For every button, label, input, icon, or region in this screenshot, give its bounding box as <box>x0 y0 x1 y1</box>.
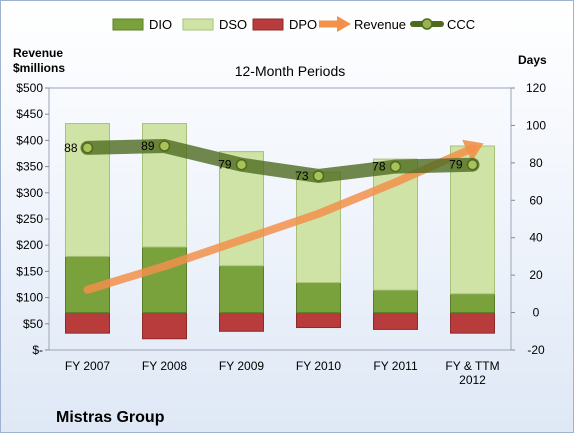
legend-item-revenue: Revenue <box>319 16 406 32</box>
chart-title: 12-Month Periods <box>235 63 346 79</box>
bar-dso <box>296 171 341 284</box>
left-tick-label: $50 <box>23 317 43 331</box>
right-tick-label: 60 <box>529 193 543 207</box>
left-tick-label: $400 <box>16 133 43 147</box>
category-axis: FY 2007 FY 2008 FY 2009 FY 2010 FY 2011 FY & … <box>65 359 500 387</box>
ccc-marker <box>312 170 325 182</box>
company-name: Mistras Group <box>56 409 165 426</box>
ccc-marker <box>81 142 94 154</box>
right-axis-title: Days <box>518 53 547 67</box>
legend-label-revenue: Revenue <box>354 17 406 32</box>
ccc-data-label: 79 <box>449 158 463 172</box>
left-axis-title-line2: $millions <box>13 61 65 75</box>
ccc-line <box>80 139 480 183</box>
legend-item-dpo: DPO <box>252 17 317 32</box>
ccc-marker <box>158 140 171 152</box>
right-axis: -20 0 20 40 60 80 100 120 <box>511 81 546 357</box>
ccc-series: 88 89 79 73 78 79 <box>64 139 480 183</box>
legend-swatch-dpo <box>252 18 284 31</box>
legend: DIO DSO DPO Revenue CCC <box>112 16 475 32</box>
category-label: FY 2008 <box>142 359 187 373</box>
ccc-marker <box>389 160 402 173</box>
left-tick-label: $250 <box>16 212 43 226</box>
left-axis-title-line1: Revenue <box>13 46 63 60</box>
legend-label-ccc: CCC <box>447 17 475 32</box>
ccc-marker <box>235 158 248 171</box>
legend-swatch-dso <box>182 18 214 31</box>
legend-marker-ccc <box>421 18 433 30</box>
bar-dpo <box>450 312 495 334</box>
category-label: FY & TTM <box>445 359 499 373</box>
ccc-data-label: 78 <box>372 160 386 174</box>
right-tick-label: 0 <box>533 306 540 320</box>
right-tick-label: 20 <box>529 268 543 282</box>
revenue-line <box>83 144 477 294</box>
ccc-marker <box>466 158 479 171</box>
legend-item-dio: DIO <box>112 17 172 32</box>
bar-dio <box>373 289 418 314</box>
ccc-data-label: 79 <box>218 158 232 172</box>
ccc-data-label: 73 <box>295 169 309 183</box>
right-tick-label: -20 <box>527 343 545 357</box>
legend-arrowhead-revenue <box>337 16 351 32</box>
legend-label-dpo: DPO <box>289 17 317 32</box>
bar-dpo <box>142 312 187 340</box>
ccc-data-label: 88 <box>64 141 78 155</box>
bar-dio <box>450 293 495 314</box>
bar-series <box>65 123 495 340</box>
legend-label-dso: DSO <box>219 17 247 32</box>
right-tick-label: 100 <box>526 118 546 132</box>
bar-dpo <box>373 312 418 330</box>
left-axis: $- $50 $100 $150 $200 $250 $300 $350 $400 $450 $50… <box>16 81 49 357</box>
left-tick-label: $300 <box>16 186 43 200</box>
right-tick-label: 40 <box>529 231 543 245</box>
bar-dio <box>296 282 341 314</box>
bar-dpo <box>65 312 110 334</box>
right-tick-label: 120 <box>526 81 546 95</box>
left-tick-label: $- <box>32 343 43 357</box>
category-label: FY 2010 <box>296 359 341 373</box>
bar-dio <box>219 265 264 314</box>
category-label: FY 2007 <box>65 359 110 373</box>
left-tick-label: $150 <box>16 264 43 278</box>
category-label: FY 2009 <box>219 359 264 373</box>
bar-dpo <box>296 312 341 329</box>
legend-item-dso: DSO <box>182 17 247 32</box>
left-tick-label: $100 <box>16 291 43 305</box>
ccc-data-label: 89 <box>141 139 155 153</box>
right-tick-label: 80 <box>529 156 543 170</box>
legend-item-ccc: CCC <box>410 17 475 32</box>
category-label: 2012 <box>459 373 486 387</box>
plot-area <box>48 87 512 351</box>
left-tick-label: $500 <box>16 81 43 95</box>
bar-dpo <box>219 312 264 332</box>
legend-swatch-dio <box>112 18 144 31</box>
left-tick-label: $350 <box>16 160 43 174</box>
revenue-arrowhead <box>462 139 484 162</box>
category-label: FY 2011 <box>373 359 418 373</box>
legend-label-dio: DIO <box>149 17 172 32</box>
revenue-series <box>83 139 484 294</box>
left-tick-label: $200 <box>16 238 43 252</box>
left-tick-label: $450 <box>16 107 43 121</box>
